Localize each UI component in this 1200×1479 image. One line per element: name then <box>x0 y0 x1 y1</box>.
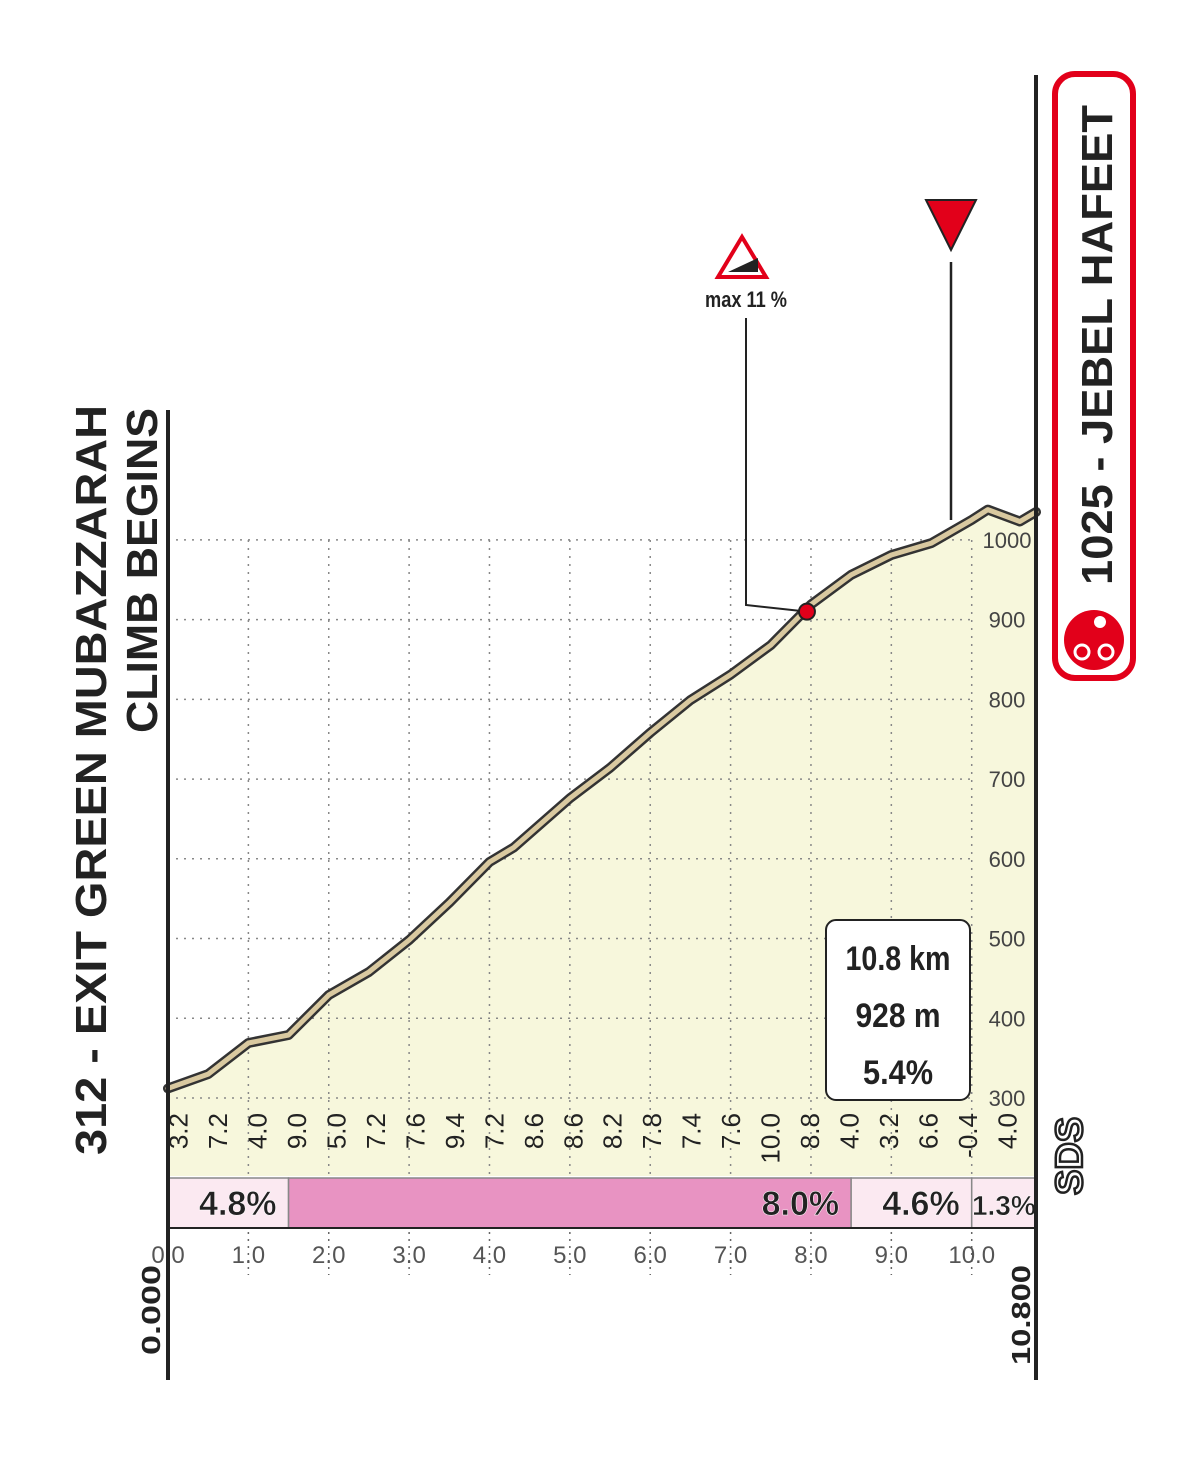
gradient-label: 7.6 <box>716 1113 746 1149</box>
gradient-label: 8.6 <box>558 1113 588 1149</box>
gradient-label: 6.6 <box>913 1113 943 1149</box>
finish-icon-wheel <box>1073 643 1091 661</box>
x-tick-label: 4.0 <box>473 1242 506 1269</box>
gradient-label: 7.2 <box>203 1113 233 1149</box>
finish-icon-wheel <box>1097 643 1115 661</box>
gradient-label: 9.0 <box>282 1113 312 1149</box>
x-tick-label: 3.0 <box>392 1242 425 1269</box>
gradient-label: 8.6 <box>519 1113 549 1149</box>
stats-gradient: 5.4% <box>863 1054 933 1092</box>
y-tick-label: 800 <box>989 687 1026 712</box>
gradient-label: 7.2 <box>479 1113 509 1149</box>
logo: SDS <box>1049 1117 1091 1195</box>
segment-label: 8.0% <box>762 1185 840 1223</box>
gradient-label: -0.4 <box>953 1113 983 1158</box>
y-tick-label: 600 <box>989 847 1026 872</box>
finish-icon <box>1064 610 1124 670</box>
gradient-label: 7.6 <box>400 1113 430 1149</box>
gradient-label: 7.2 <box>361 1113 391 1149</box>
gradient-label: 7.8 <box>637 1113 667 1149</box>
max-gradient-point <box>797 602 816 621</box>
warning-icon-slope <box>728 258 758 272</box>
segment-label: 4.8% <box>199 1185 277 1223</box>
start-label: 312 - EXIT GREEN MUBAZZARAH <box>67 405 116 1155</box>
max-gradient-leader <box>745 318 808 613</box>
x-tick-label: 10.0 <box>948 1242 995 1269</box>
gradient-label: 5.0 <box>322 1113 352 1149</box>
start-sublabel: CLIMB BEGINS <box>118 408 167 733</box>
profile-area <box>168 509 1036 1177</box>
y-tick-label: 400 <box>989 1006 1026 1031</box>
stats-box <box>825 919 971 1101</box>
x-tick-label: 1.0 <box>232 1242 265 1269</box>
x-tick-label: 8.0 <box>794 1242 827 1269</box>
gradient-label: 7.4 <box>677 1113 707 1149</box>
stats-distance: 10.8 km <box>846 940 951 978</box>
gradient-label: 8.2 <box>598 1113 628 1149</box>
plot: 3.2 7.2 4.0 9.0 5.0 7.2 7.6 9.4 7.2 8.6 8.6 8.2 7.8 7… <box>163 504 1041 1177</box>
finish-distance: 10.800 <box>1006 1265 1036 1365</box>
x-tick-label: 5.0 <box>553 1242 586 1269</box>
x-tick-label: 7.0 <box>714 1242 747 1269</box>
y-tick-label: 900 <box>989 608 1026 633</box>
gradient-label: 8.8 <box>795 1113 825 1149</box>
x-tick-label: 9.0 <box>875 1242 908 1269</box>
segment <box>287 1177 852 1229</box>
y-tick-label: 700 <box>989 767 1026 792</box>
gradient-label: 4.0 <box>834 1113 864 1149</box>
gradient-label: 9.4 <box>440 1113 470 1149</box>
start-distance: 0.000 <box>136 1265 166 1355</box>
x-tick-label: 2.0 <box>312 1242 345 1269</box>
stats-elevation: 928 m <box>856 997 941 1035</box>
max-gradient-label: max 11 % <box>705 287 787 312</box>
finish-icon-rider <box>1094 616 1106 628</box>
x-tick-label: 6.0 <box>634 1242 667 1269</box>
y-tick-label: 300 <box>989 1086 1026 1111</box>
profile-line <box>165 507 1039 1091</box>
finish-label: 1025 - JEBEL HAFEET <box>1073 105 1122 585</box>
y-tick-label: 500 <box>989 927 1026 952</box>
finish-box <box>1052 71 1136 681</box>
segment-label: 1.3% <box>972 1190 1036 1221</box>
segment-label: 4.6% <box>882 1185 960 1223</box>
gradient-label: 4.0 <box>992 1113 1022 1149</box>
gradient-label: 3.2 <box>874 1113 904 1149</box>
gradient-label: 4.0 <box>243 1113 273 1149</box>
gradient-label: 10.0 <box>756 1113 786 1164</box>
flag-marker <box>924 199 978 253</box>
y-tick-label: 1000 <box>983 528 1032 553</box>
